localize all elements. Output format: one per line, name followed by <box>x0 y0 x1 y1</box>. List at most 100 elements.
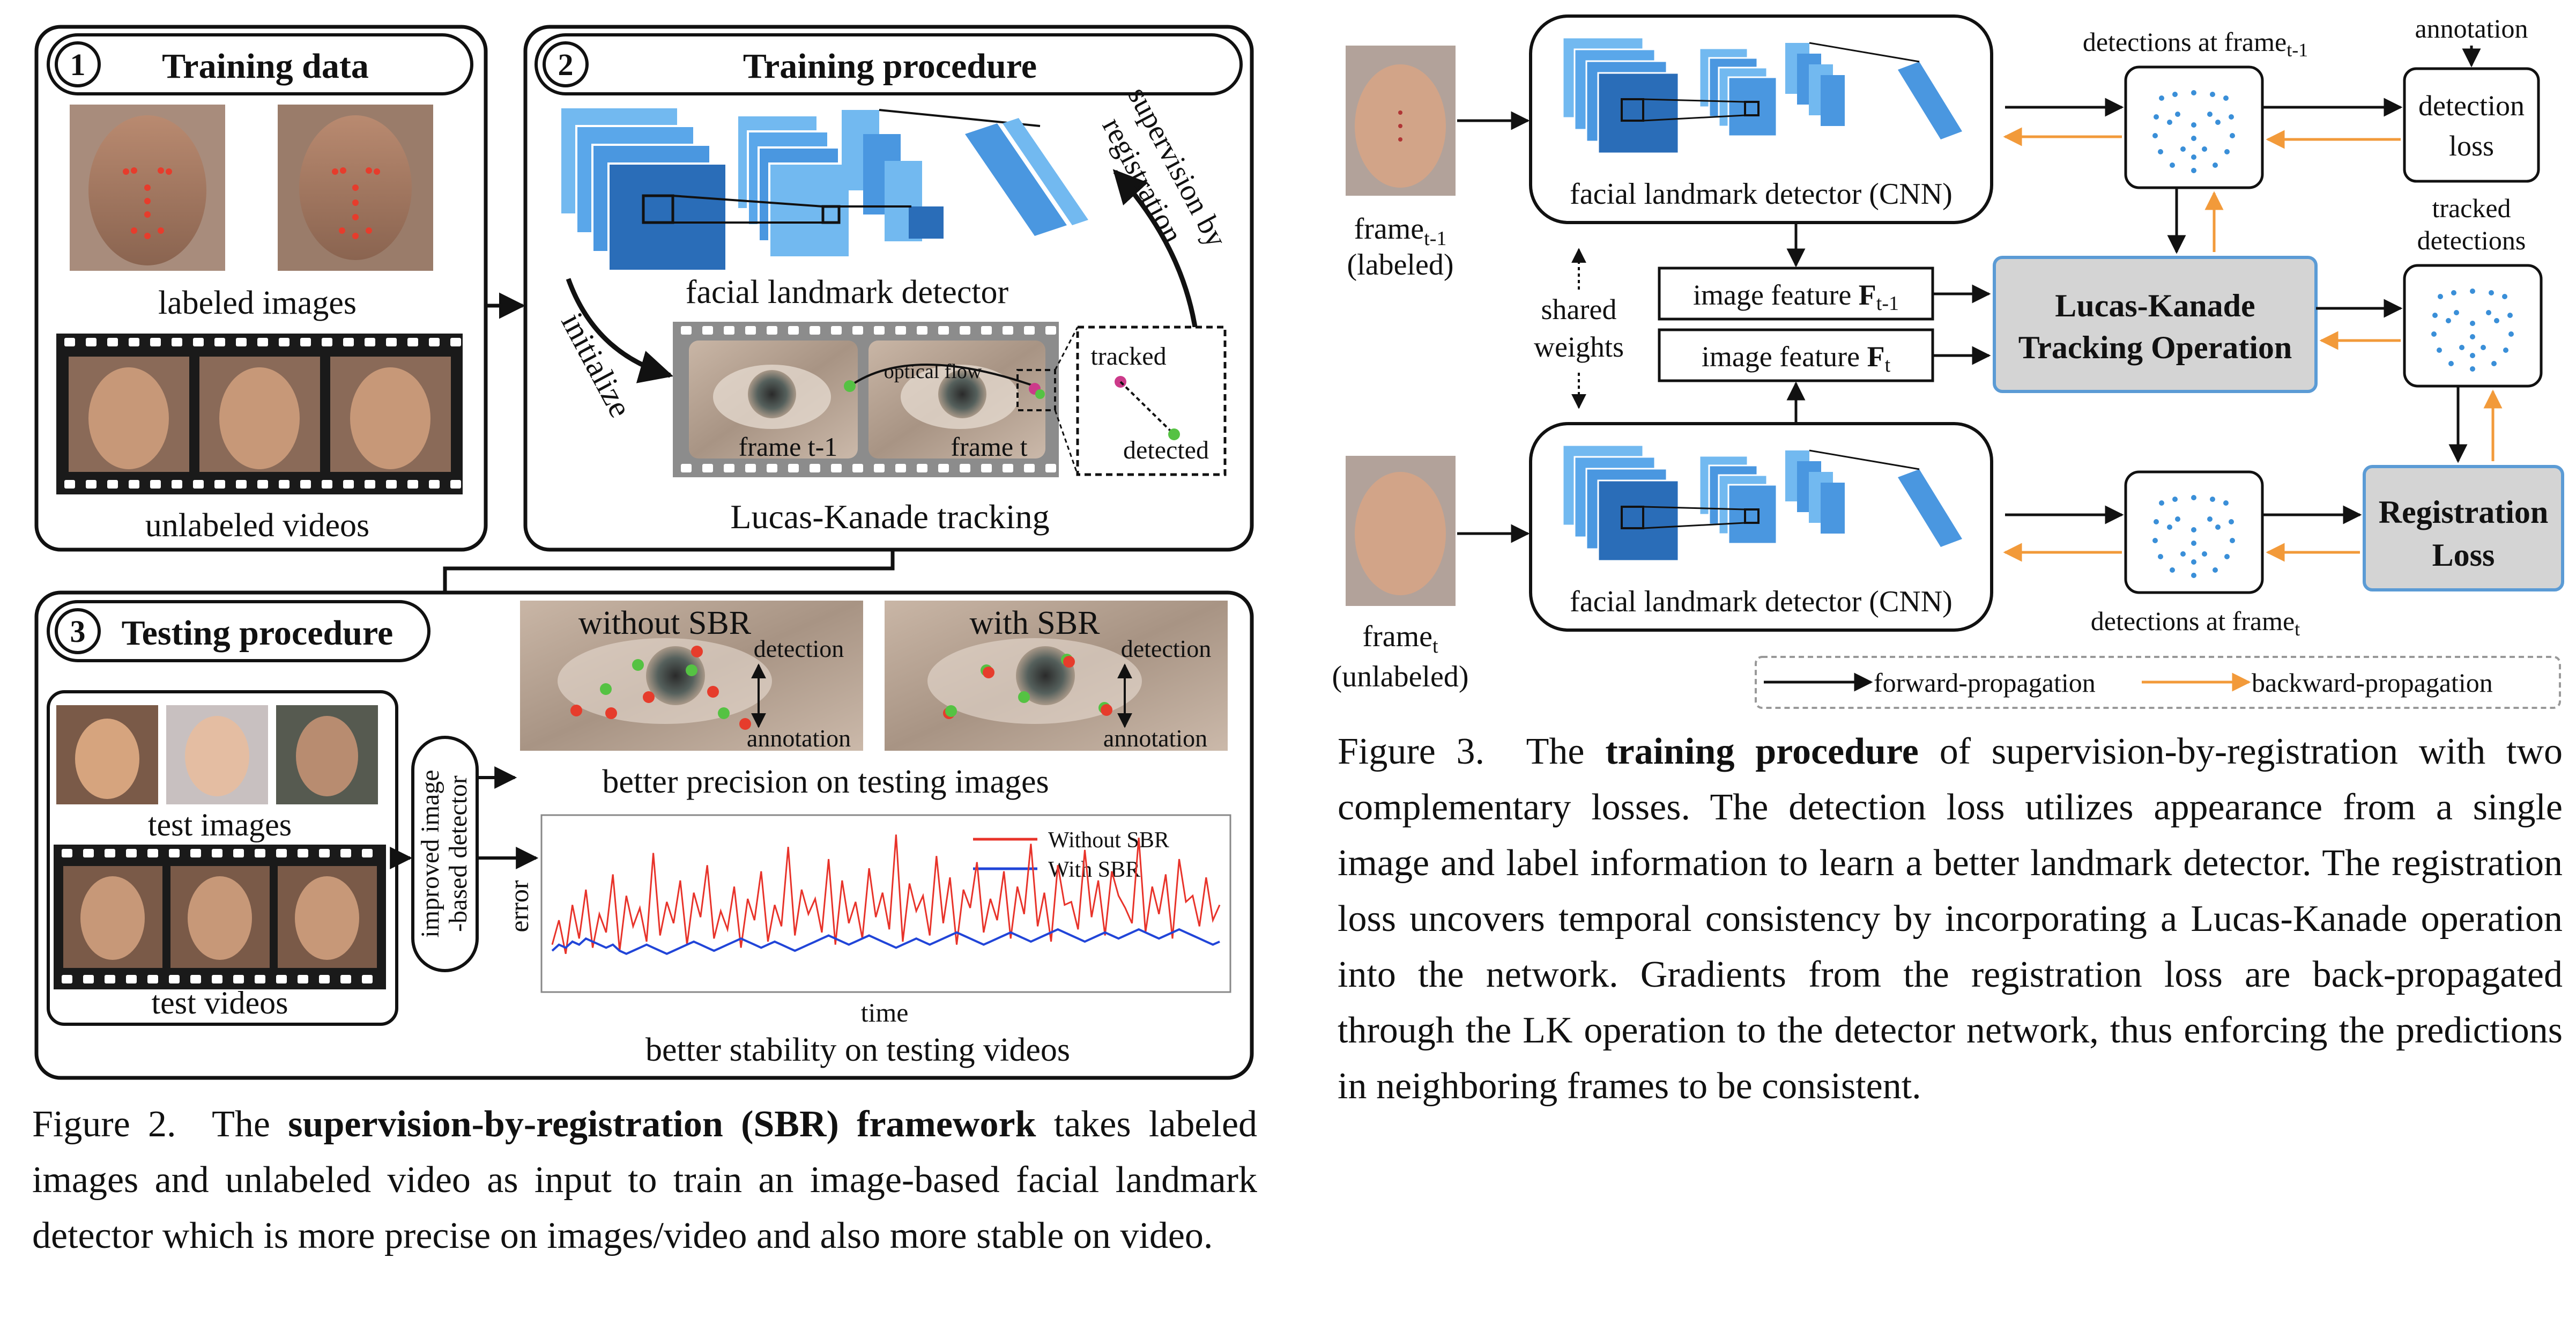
perforation <box>298 975 308 983</box>
figure3-diagram: framet-1 (labeled) framet (unlabeled) fa… <box>1332 13 2564 709</box>
cnn-layers <box>559 106 1088 272</box>
tracked-label-1: tracked <box>2432 193 2511 223</box>
perforation <box>279 480 289 489</box>
figure3-caption: Figure 3. The training procedure of supe… <box>1338 724 2563 1114</box>
landmark-dot <box>2152 133 2158 138</box>
perforation <box>702 326 713 335</box>
perforation <box>190 975 201 983</box>
perforation <box>340 849 351 857</box>
landmark-dot <box>1101 704 1112 716</box>
fig3-caption-pre: The <box>1526 731 1585 772</box>
receptive-field <box>1621 98 1644 122</box>
cnn-cur-label: facial landmark detector (CNN) <box>1570 585 1953 618</box>
landmark-dot <box>2503 347 2508 353</box>
receptive-field <box>1621 506 1644 529</box>
perforation <box>1045 326 1056 335</box>
panel2-number: 2 <box>558 47 574 82</box>
chart-y-label: error <box>504 880 534 932</box>
feature-cur-text: image feature Ft <box>1702 341 1891 376</box>
fig3-caption-rest: of supervision-by-registration with two … <box>1338 731 2563 1107</box>
landmark-dot <box>2489 290 2494 295</box>
perforation <box>147 975 158 983</box>
cnn-layer <box>1597 479 1680 562</box>
unlabeled-video-strip <box>56 334 463 494</box>
test-video-strip <box>54 845 386 989</box>
legend-forward-label: forward-propagation <box>1874 668 2096 698</box>
det-loss-label-1: detection <box>2418 90 2525 122</box>
perforation <box>150 338 161 346</box>
landmark-dot <box>2191 154 2196 160</box>
perforation <box>365 338 375 346</box>
perforation <box>276 975 287 983</box>
perforation <box>724 326 734 335</box>
landmark-dot <box>2191 541 2196 546</box>
landmark-dot <box>2494 318 2499 323</box>
landmark-dot <box>2172 92 2178 97</box>
eye-with-sbr <box>885 601 1228 751</box>
connector <box>1809 449 1920 470</box>
perforation <box>322 338 332 346</box>
test-images <box>56 705 378 804</box>
film-perforations <box>62 326 1056 983</box>
frame-prev-text: framet-1 <box>1354 212 1447 250</box>
stability-label: better stability on testing videos <box>645 1032 1070 1068</box>
perforation <box>343 338 354 346</box>
precision-label: better precision on testing images <box>602 764 1049 800</box>
zoom-inset <box>1076 326 1227 476</box>
perforation <box>981 464 992 472</box>
perforation <box>86 480 96 489</box>
legend-with-sbr: With SBR <box>1048 857 1140 882</box>
eye-without-sbr <box>520 601 863 751</box>
detected-label: detected <box>1123 436 1209 464</box>
panel3-title: Testing procedure <box>122 613 394 653</box>
eye1-detection-label: detection <box>754 635 844 662</box>
landmark-dot <box>2191 90 2196 95</box>
landmark-dot <box>2223 95 2229 101</box>
perforation <box>831 464 842 472</box>
landmark-dot <box>2213 162 2218 168</box>
landmark-dot <box>2191 136 2196 141</box>
perforation <box>319 849 330 857</box>
landmark-dot <box>643 691 655 703</box>
perforation <box>214 338 225 346</box>
perforation <box>105 849 115 857</box>
landmark-dot <box>2191 527 2196 532</box>
perforation <box>255 975 265 983</box>
perforation <box>86 338 96 346</box>
landmark-dot <box>983 667 994 678</box>
series-with-sbr-line <box>551 928 1220 955</box>
perforation <box>1003 326 1013 335</box>
landmark-dot <box>2502 294 2507 299</box>
face-frame-prev <box>1346 46 1456 196</box>
landmark-dot <box>2159 500 2164 506</box>
landmark-dot <box>2152 538 2158 543</box>
perforation <box>1003 464 1013 472</box>
with-sbr-label: with SBR <box>970 605 1101 641</box>
perforation <box>960 464 970 472</box>
landmark-dot <box>2451 290 2456 295</box>
landmark-dot <box>2431 331 2437 337</box>
labeled-face-1 <box>70 105 225 271</box>
cnn-layer <box>1597 72 1680 154</box>
frame-prev-label: frame t-1 <box>739 432 838 462</box>
perforation <box>407 480 418 489</box>
landmark-dot <box>605 707 617 719</box>
chart-x-label: time <box>861 997 909 1027</box>
face-frame-cur <box>1346 456 1456 606</box>
perforation <box>852 326 863 335</box>
landmark-dot <box>2202 146 2207 152</box>
landmark-dot <box>2175 112 2180 117</box>
perforation <box>938 464 949 472</box>
perforation <box>1045 464 1056 472</box>
det-cur-label: detections at framet <box>2091 606 2300 640</box>
landmark-dot <box>2470 353 2475 358</box>
landmark-dot <box>691 646 703 657</box>
landmark-dot <box>2470 321 2475 326</box>
labeled-images-label: labeled images <box>158 285 357 321</box>
cnn-layer <box>1898 469 1962 547</box>
improved-detector-box <box>411 736 479 972</box>
eye1-annotation-label: annotation <box>747 724 851 752</box>
landmark-dot <box>2230 133 2235 138</box>
perforation <box>810 326 820 335</box>
connector <box>1643 98 1746 103</box>
